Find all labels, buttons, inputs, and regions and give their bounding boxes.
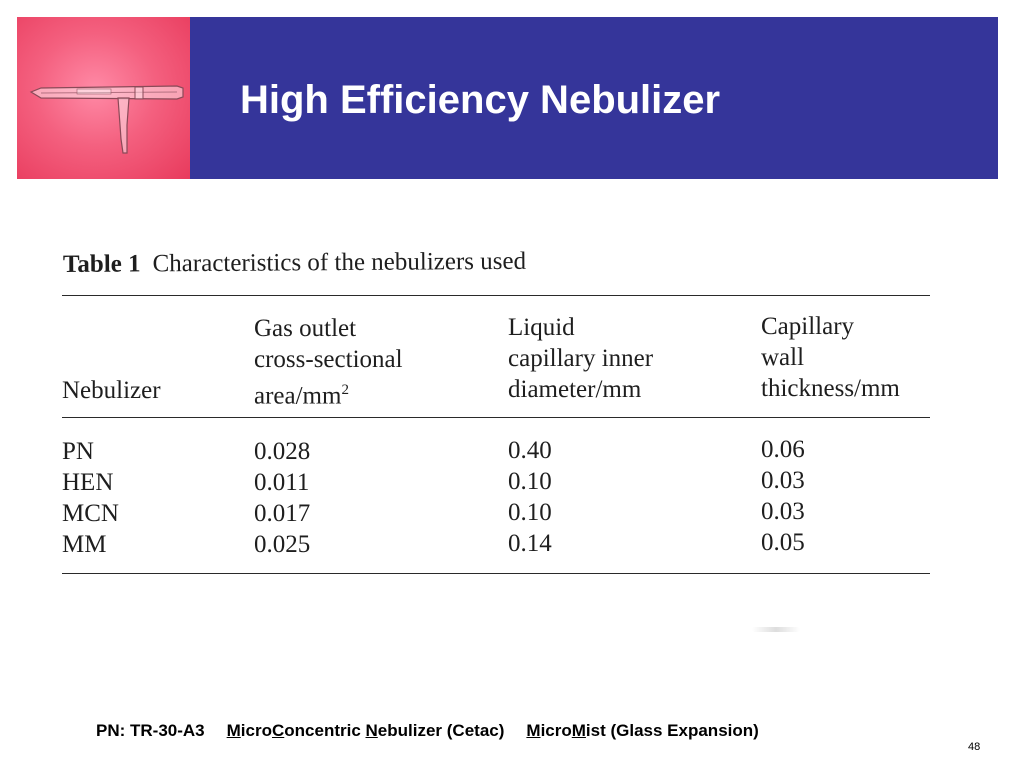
cell-gas-outlet-area: 0.025 [254,531,311,558]
title-bar [190,17,998,179]
cell-wall-thickness: 0.03 [761,498,805,525]
cell-inner-diameter: 0.10 [508,499,552,526]
slide-title: High Efficiency Nebulizer [240,78,721,122]
cell-inner-diameter: 0.14 [508,530,552,557]
cell-gas-outlet-area: 0.011 [254,469,310,496]
cell-nebulizer: PN [62,438,94,465]
nebulizer-glass-illustration [29,85,184,154]
scan-artifact [752,627,800,632]
cell-inner-diameter: 0.10 [508,468,552,495]
table-caption: Table 1 Characteristics of the nebulizers… [63,248,526,279]
cell-inner-diameter: 0.40 [508,437,552,464]
footnote-mcn: MicroConcentric Nebulizer (Cetac) [226,721,505,740]
cell-nebulizer: MCN [62,500,119,527]
cell-wall-thickness: 0.03 [761,467,805,494]
header-gas-outlet-area: Gas outlet cross-sectional area/mm2 [254,315,403,410]
footnote-mm: MicroMist (Glass Expansion) [526,721,759,740]
table-bottom-rule [62,573,930,574]
footnote-pn: PN: TR-30-A3 [96,721,205,740]
header-capillary-inner-diameter: Liquid capillary inner diameter/mm [508,314,654,403]
cell-gas-outlet-area: 0.028 [254,438,311,465]
header-nebulizer: Nebulizer [62,377,161,404]
cell-gas-outlet-area: 0.017 [254,500,311,527]
nebulizer-footnote: PN: TR-30-A3 MicroConcentric Nebulizer (C… [96,721,759,741]
cell-wall-thickness: 0.05 [761,529,805,556]
table-top-rule [62,295,930,296]
cell-nebulizer: HEN [62,469,114,496]
nebulizer-photo [17,17,191,179]
cell-nebulizer: MM [62,531,107,558]
header-capillary-wall-thickness: Capillary wall thickness/mm [761,313,900,402]
table-header-rule [62,417,930,418]
cell-wall-thickness: 0.06 [761,436,805,463]
nebulizer-table: Table 1 Characteristics of the nebulizers… [58,246,938,586]
table-caption-text: Characteristics of the nebulizers used [152,247,527,278]
page-number: 48 [968,741,981,753]
table-caption-label: Table 1 [62,250,141,278]
